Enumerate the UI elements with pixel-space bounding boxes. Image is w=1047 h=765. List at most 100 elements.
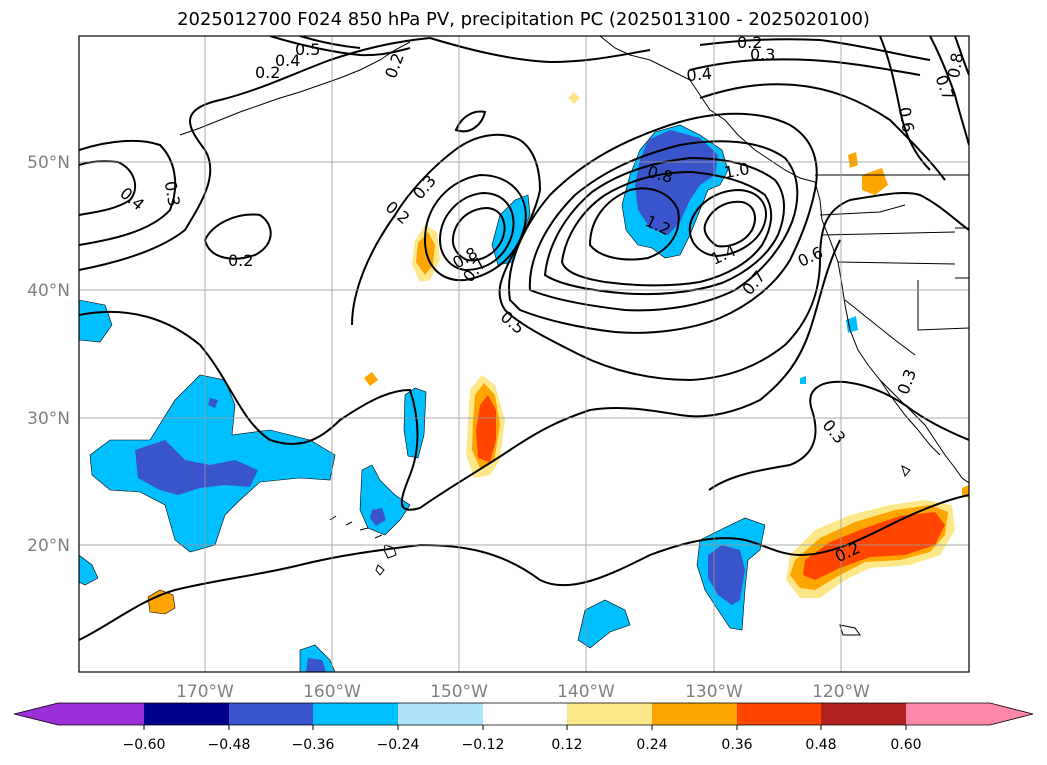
lon-label-140w: 140°W [557, 682, 615, 702]
colorbar-bin [313, 703, 398, 725]
lon-label-170w: 170°W [176, 682, 234, 702]
positive-anomaly-shading [147, 92, 969, 615]
contour-label: 0.6 [895, 106, 918, 134]
colorbar-under-bin [58, 703, 144, 725]
shade-neg-south-small-core [306, 658, 326, 672]
shade-pos-central-strip-core [476, 395, 496, 462]
colorbar-tick-label: −0.60 [123, 737, 166, 753]
contour-label: 0.8 [944, 51, 967, 79]
contour-0.2-south [79, 494, 969, 641]
lat-label-50n: 50°N [27, 153, 70, 173]
colorbar-tick-label: −0.48 [208, 737, 251, 753]
shade-neg-tiny-3 [800, 376, 806, 384]
contour-ne-1 [879, 36, 931, 171]
contour-label: 0.4 [686, 64, 713, 85]
contour-label: 0.2 [255, 63, 280, 82]
colorbar-tick-label: 0.60 [890, 737, 921, 753]
coastlines [179, 36, 969, 636]
contour-0.2-inner [351, 133, 969, 382]
shade-neg-tiny-1 [208, 398, 218, 408]
shade-pos-small-dot-1 [568, 92, 580, 104]
negative-anomaly-shading [79, 124, 858, 672]
state-border-4 [844, 299, 916, 356]
colorbar: −0.60 −0.48 −0.36 −0.24 −0.12 0.12 0.24 … [13, 702, 1034, 753]
shade-neg-sw-edge [79, 554, 99, 586]
contour-label: 1.0 [723, 159, 751, 182]
colorbar-ticks [143, 725, 907, 730]
shade-neg-hawaii-core [370, 508, 386, 526]
colorbar-tick-label: −0.36 [292, 737, 335, 753]
island-1 [839, 624, 861, 636]
state-border-5 [917, 280, 969, 331]
hawaii-islands [329, 515, 397, 559]
contour-0.7-ring-west [451, 206, 506, 262]
contour-north-3 [299, 36, 361, 49]
colorbar-bin [483, 703, 567, 725]
contour-1.4-right [703, 200, 756, 248]
colorbar-tick-label: −0.24 [377, 737, 420, 753]
lon-label-130w: 130°W [685, 682, 743, 702]
shade-neg-thin-strip [403, 387, 427, 459]
pv-contours [79, 36, 969, 641]
contour-0.2-outer [79, 37, 431, 271]
lon-label-150w: 150°W [430, 682, 488, 702]
shade-pos-south-blob [147, 589, 176, 615]
shade-pos-bc-coast [848, 152, 858, 168]
contour-label: 0.2 [228, 251, 253, 270]
plot-frame [78, 35, 970, 673]
colorbar-tick-label: 0.48 [805, 737, 836, 753]
lat-label-40n: 40°N [27, 281, 70, 301]
contour-0.7-big [528, 140, 799, 312]
contour-north-4 [689, 58, 921, 76]
colorbar-under-extension [14, 703, 58, 725]
lon-label-160w: 160°W [303, 682, 361, 702]
colorbar-tick-label: 0.36 [721, 737, 752, 753]
longitude-labels: 170°W 160°W 150°W 140°W 130°W 120°W [176, 682, 870, 702]
contour-0.4-ring-west [423, 173, 527, 282]
colorbar-outline [13, 702, 1034, 726]
shade-neg-central-core [135, 440, 258, 495]
colorbar-bin [567, 703, 652, 725]
contour-1.2-right [688, 188, 767, 258]
hawaii-island-small [375, 564, 385, 576]
contour-0.6-ring-west [438, 191, 515, 272]
contour-label: 0.5 [295, 40, 320, 59]
contour-0.2-ring [203, 213, 272, 260]
contour-0.5-large [79, 239, 841, 511]
contour-label: 0.2 [737, 33, 762, 52]
shade-neg-tiny-2 [846, 316, 858, 333]
figure-title: 2025012700 F024 850 hPa PV, precipitatio… [177, 9, 870, 30]
lat-label-30n: 30°N [27, 409, 70, 429]
latitude-labels: 50°N 40°N 30°N 20°N [27, 153, 70, 556]
contour-label: 0.4 [275, 51, 300, 70]
shade-neg-south-mid [577, 599, 631, 649]
colorbar-tick-label: 0.24 [636, 737, 667, 753]
contour-ne-3 [954, 36, 969, 76]
colorbar-bin [737, 703, 821, 725]
state-border-2 [821, 231, 956, 236]
lat-label-20n: 20°N [27, 536, 70, 556]
aleutian-chain [179, 41, 411, 136]
contour-label: 0.3 [161, 180, 184, 208]
contour-label: 0.3 [750, 45, 775, 64]
state-border-1 [819, 204, 906, 216]
island-2 [901, 465, 911, 478]
contour-0.5-northeast [454, 110, 487, 133]
shade-neg-gulf-alaska-core [635, 130, 718, 235]
contour-ne-2 [929, 36, 969, 146]
shade-pos-tiny-center [364, 372, 378, 386]
baja-coast [879, 379, 941, 456]
contour-0.8-big [543, 156, 785, 296]
shade-pos-subtropical-east-core [803, 512, 945, 580]
contour-1.0-big [560, 170, 773, 287]
contour-1.2-left [588, 187, 680, 261]
colorbar-bin [652, 703, 737, 725]
shade-neg-west-edge [79, 299, 113, 343]
lon-label-120w: 120°W [812, 682, 870, 702]
colorbar-over-extension [906, 703, 1033, 725]
contour-north-5 [699, 38, 931, 61]
colorbar-tick-label: −0.12 [462, 737, 505, 753]
contour-0.3-south [708, 380, 969, 491]
state-border-6 [955, 227, 969, 279]
